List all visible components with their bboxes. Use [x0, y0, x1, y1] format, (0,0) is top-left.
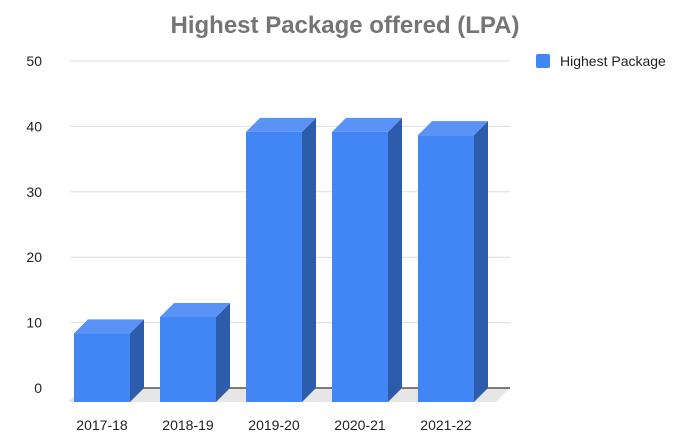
bar-side-2017-18 — [130, 319, 144, 402]
bar-side-2018-19 — [216, 302, 230, 402]
bar-top-2019-20 — [246, 117, 316, 132]
bar-front-2021-22 — [418, 135, 474, 402]
bar-2021-22[interactable] — [418, 121, 488, 402]
bar-top-2018-19 — [160, 302, 230, 317]
bar-front-2017-18 — [74, 333, 130, 402]
x-tick-label-2020-21: 2020-21 — [334, 417, 386, 433]
y-tick-label-10: 10 — [26, 315, 42, 331]
bar-top-2021-22 — [418, 121, 488, 136]
y-tick-label-0: 0 — [34, 380, 42, 396]
y-axis-ticks: 0 10 20 30 40 50 — [26, 53, 42, 396]
bar-front-2018-19 — [160, 316, 216, 402]
bar-2018-19[interactable] — [160, 302, 230, 402]
bar-side-2020-21 — [388, 117, 402, 402]
bars — [74, 117, 488, 402]
bar-front-2019-20 — [246, 131, 302, 402]
bar-top-2020-21 — [332, 117, 402, 132]
x-tick-label-2019-20: 2019-20 — [248, 417, 300, 433]
bar-front-2020-21 — [332, 131, 388, 402]
x-tick-label-2018-19: 2018-19 — [162, 417, 214, 433]
bar-2020-21[interactable] — [332, 117, 402, 402]
y-tick-label-20: 20 — [26, 249, 42, 265]
y-tick-label-50: 50 — [26, 53, 42, 69]
y-tick-label-40: 40 — [26, 118, 42, 134]
bar-2019-20[interactable] — [246, 117, 316, 402]
legend-swatch-highest-package — [536, 54, 550, 68]
legend[interactable]: Highest Package — [536, 53, 666, 69]
bar-2017-18[interactable] — [74, 319, 144, 402]
x-tick-label-2021-22: 2021-22 — [420, 417, 472, 433]
x-tick-label-2017-18: 2017-18 — [76, 417, 128, 433]
bar-top-2017-18 — [74, 319, 144, 334]
bar-side-2021-22 — [474, 121, 488, 402]
chart-title: Highest Package offered (LPA) — [171, 12, 520, 39]
y-tick-label-30: 30 — [26, 184, 42, 200]
bar-side-2019-20 — [302, 117, 316, 402]
x-axis-ticks: 2017-18 2018-19 2019-20 2020-21 2021-22 — [76, 417, 472, 433]
legend-label-highest-package: Highest Package — [560, 53, 666, 69]
